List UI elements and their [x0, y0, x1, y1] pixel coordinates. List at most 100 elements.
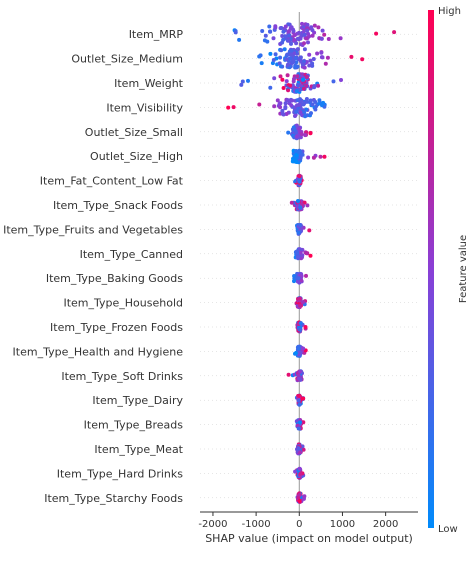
data-point [287, 33, 292, 38]
x-tick-label: 0 [296, 519, 302, 530]
data-point [298, 205, 303, 210]
data-point [286, 130, 291, 135]
data-point [296, 279, 300, 284]
data-point [313, 100, 318, 104]
data-point [298, 250, 303, 255]
feature-points [286, 123, 313, 141]
feature-label: Item_Visibility [106, 101, 183, 114]
feature-label: Item_Type_Starchy Foods [44, 492, 183, 505]
data-point [295, 255, 300, 260]
data-point [298, 420, 302, 425]
data-point [239, 82, 244, 87]
data-point [312, 84, 317, 89]
feature-points [293, 344, 308, 358]
data-point [297, 350, 302, 355]
data-point [231, 105, 236, 110]
data-point [323, 61, 328, 66]
colorbar-high-label: High [438, 6, 461, 17]
feature-points [290, 148, 327, 165]
data-point [295, 250, 300, 255]
data-point [240, 79, 245, 84]
data-point [295, 74, 300, 79]
data-point [296, 199, 300, 203]
data-point [297, 296, 302, 301]
data-point [319, 36, 324, 41]
data-point [298, 450, 303, 455]
data-point [294, 60, 299, 65]
data-point [304, 97, 309, 101]
data-point [292, 279, 296, 284]
feature-points [226, 97, 327, 119]
feature-points [257, 47, 365, 70]
data-point [300, 62, 305, 67]
feature-points [293, 173, 304, 188]
feature-label: Item_Type_Frozen Foods [50, 321, 183, 334]
data-point [294, 41, 299, 46]
data-point [297, 402, 302, 407]
data-point [233, 30, 238, 35]
data-point [296, 426, 301, 431]
data-point [304, 75, 309, 79]
data-point [297, 394, 301, 398]
data-point [277, 61, 282, 66]
feature-points [294, 418, 306, 431]
x-axis: -2000 -1000 0 1000 2000 [198, 511, 418, 530]
data-point [309, 25, 314, 30]
feature-label: Item_Weight [114, 77, 184, 90]
data-point [320, 103, 324, 108]
data-point [289, 48, 294, 53]
colorbar-low-label: Low [438, 524, 458, 535]
data-point [294, 89, 299, 94]
data-point [278, 105, 283, 110]
data-point [305, 28, 310, 33]
data-point [303, 133, 308, 138]
feature-points [294, 393, 306, 407]
data-point [285, 73, 290, 78]
data-point [318, 154, 323, 159]
data-point [307, 34, 312, 39]
data-point [297, 126, 302, 131]
feature-label: Outlet_Size_Medium [71, 53, 183, 66]
feature-label: Item_Type_Soft Drinks [61, 370, 183, 383]
data-point [302, 32, 307, 37]
feature-label: Item_Type_Household [63, 297, 183, 310]
data-point [288, 83, 293, 88]
data-point [300, 300, 305, 305]
data-point [298, 58, 303, 63]
colorbar: High Low Feature value [428, 6, 469, 535]
data-point [392, 30, 397, 35]
data-point [298, 83, 303, 88]
data-point [320, 28, 325, 33]
data-point [308, 58, 313, 63]
colorbar-title: Feature value [458, 235, 469, 303]
feature-points [295, 442, 306, 456]
data-point [292, 77, 296, 81]
data-point [237, 37, 242, 42]
data-point [284, 79, 289, 84]
data-point [296, 83, 301, 88]
data-point [271, 36, 276, 41]
feature-labels: Item_MRP Outlet_Size_Medium Item_Weight Ite… [3, 28, 184, 505]
data-point [281, 86, 286, 90]
data-point [268, 29, 272, 34]
data-point [314, 104, 319, 109]
data-point [297, 492, 302, 497]
data-point [309, 111, 313, 116]
data-point [275, 98, 280, 103]
data-point [301, 496, 306, 501]
data-point [296, 373, 301, 378]
data-point [301, 396, 306, 401]
data-point [360, 57, 365, 62]
data-point [349, 54, 354, 59]
feature-points [295, 320, 308, 334]
data-point [284, 57, 289, 62]
x-tick-label: -1000 [242, 519, 271, 530]
data-point [270, 61, 275, 66]
data-point [298, 303, 303, 308]
data-point [296, 230, 301, 235]
data-point [304, 251, 309, 256]
feature-label: Item_Type_Snack Foods [53, 199, 183, 212]
data-point [294, 134, 299, 139]
feature-label: Item_Type_Baking Goods [46, 272, 183, 285]
